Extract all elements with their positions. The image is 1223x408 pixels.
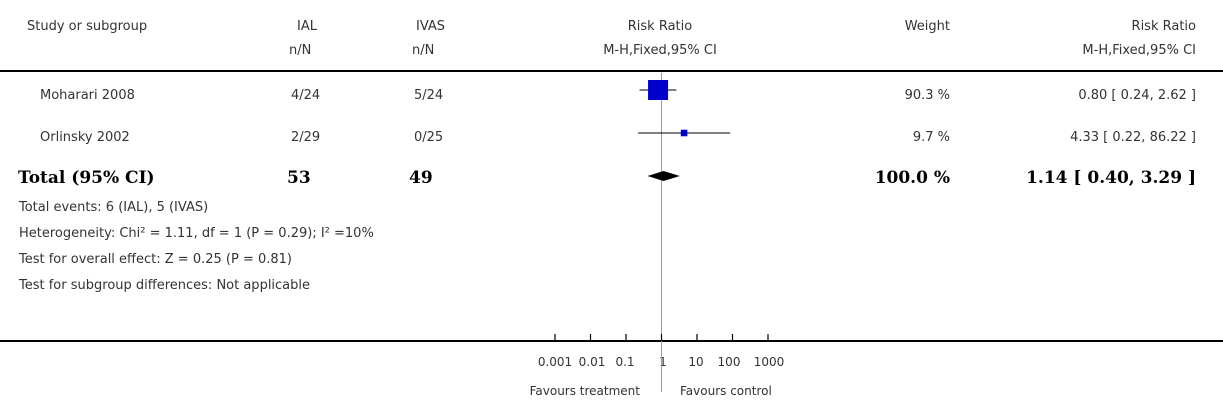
header-effect-title: Risk Ratio <box>1131 19 1196 34</box>
study-ci: 4.33 [ 0.22, 86.22 ] <box>1070 130 1196 145</box>
header-study: Study or subgroup <box>27 19 148 34</box>
study-weight: 90.3 % <box>904 88 950 103</box>
study-name: Orlinsky 2002 <box>40 130 130 145</box>
header-nN2: n/N <box>412 43 435 58</box>
header-plot-method: M-H,Fixed,95% CI <box>603 43 717 58</box>
study-marker <box>648 80 669 100</box>
favours-right: Favours control <box>680 384 772 398</box>
header-group2: IVAS <box>416 19 446 34</box>
study-g1: 4/24 <box>291 88 321 103</box>
axis-rule <box>0 340 1223 342</box>
tick-label: 1000 <box>753 355 785 369</box>
study-g1: 2/29 <box>291 130 321 145</box>
header-effect-method: M-H,Fixed,95% CI <box>1082 43 1196 58</box>
tick-label: 0.001 <box>537 355 573 369</box>
tick-label: 0.1 <box>615 355 635 369</box>
total-g2: 49 <box>409 168 433 188</box>
study-weight: 9.7 % <box>912 130 950 145</box>
header-weight: Weight <box>904 19 950 34</box>
header-nN1: n/N <box>289 43 312 58</box>
total-g1: 53 <box>287 168 311 188</box>
tick-label: 0.01 <box>578 355 606 369</box>
header-plot-title: Risk Ratio <box>627 19 693 34</box>
total-weight: 100.0 % <box>874 168 950 188</box>
note-subgroup: Test for subgroup differences: Not appli… <box>19 278 311 293</box>
note-heterogeneity: Heterogeneity: Chi² = 1.11, df = 1 (P = … <box>19 226 374 241</box>
tick-label: 10 <box>688 355 704 369</box>
note-events: Total events: 6 (IAL), 5 (IVAS) <box>19 200 209 215</box>
header-rule <box>0 70 1223 72</box>
note-overall: Test for overall effect: Z = 0.25 (P = 0… <box>19 252 292 267</box>
study-g2: 5/24 <box>414 88 444 103</box>
pooled-diamond <box>647 171 680 181</box>
study-name: Moharari 2008 <box>40 88 135 103</box>
study-ci: 0.80 [ 0.24, 2.62 ] <box>1078 88 1196 103</box>
study-g2: 0/25 <box>414 130 444 145</box>
tick-label: 1 <box>659 355 667 369</box>
total-ci: 1.14 [ 0.40, 3.29 ] <box>1026 168 1196 188</box>
total-label: Total (95% CI) <box>18 168 155 188</box>
tick-label: 100 <box>717 355 741 369</box>
study-marker <box>680 129 688 137</box>
header-group1: IAL <box>297 19 317 34</box>
favours-left: Favours treatment <box>529 384 640 398</box>
